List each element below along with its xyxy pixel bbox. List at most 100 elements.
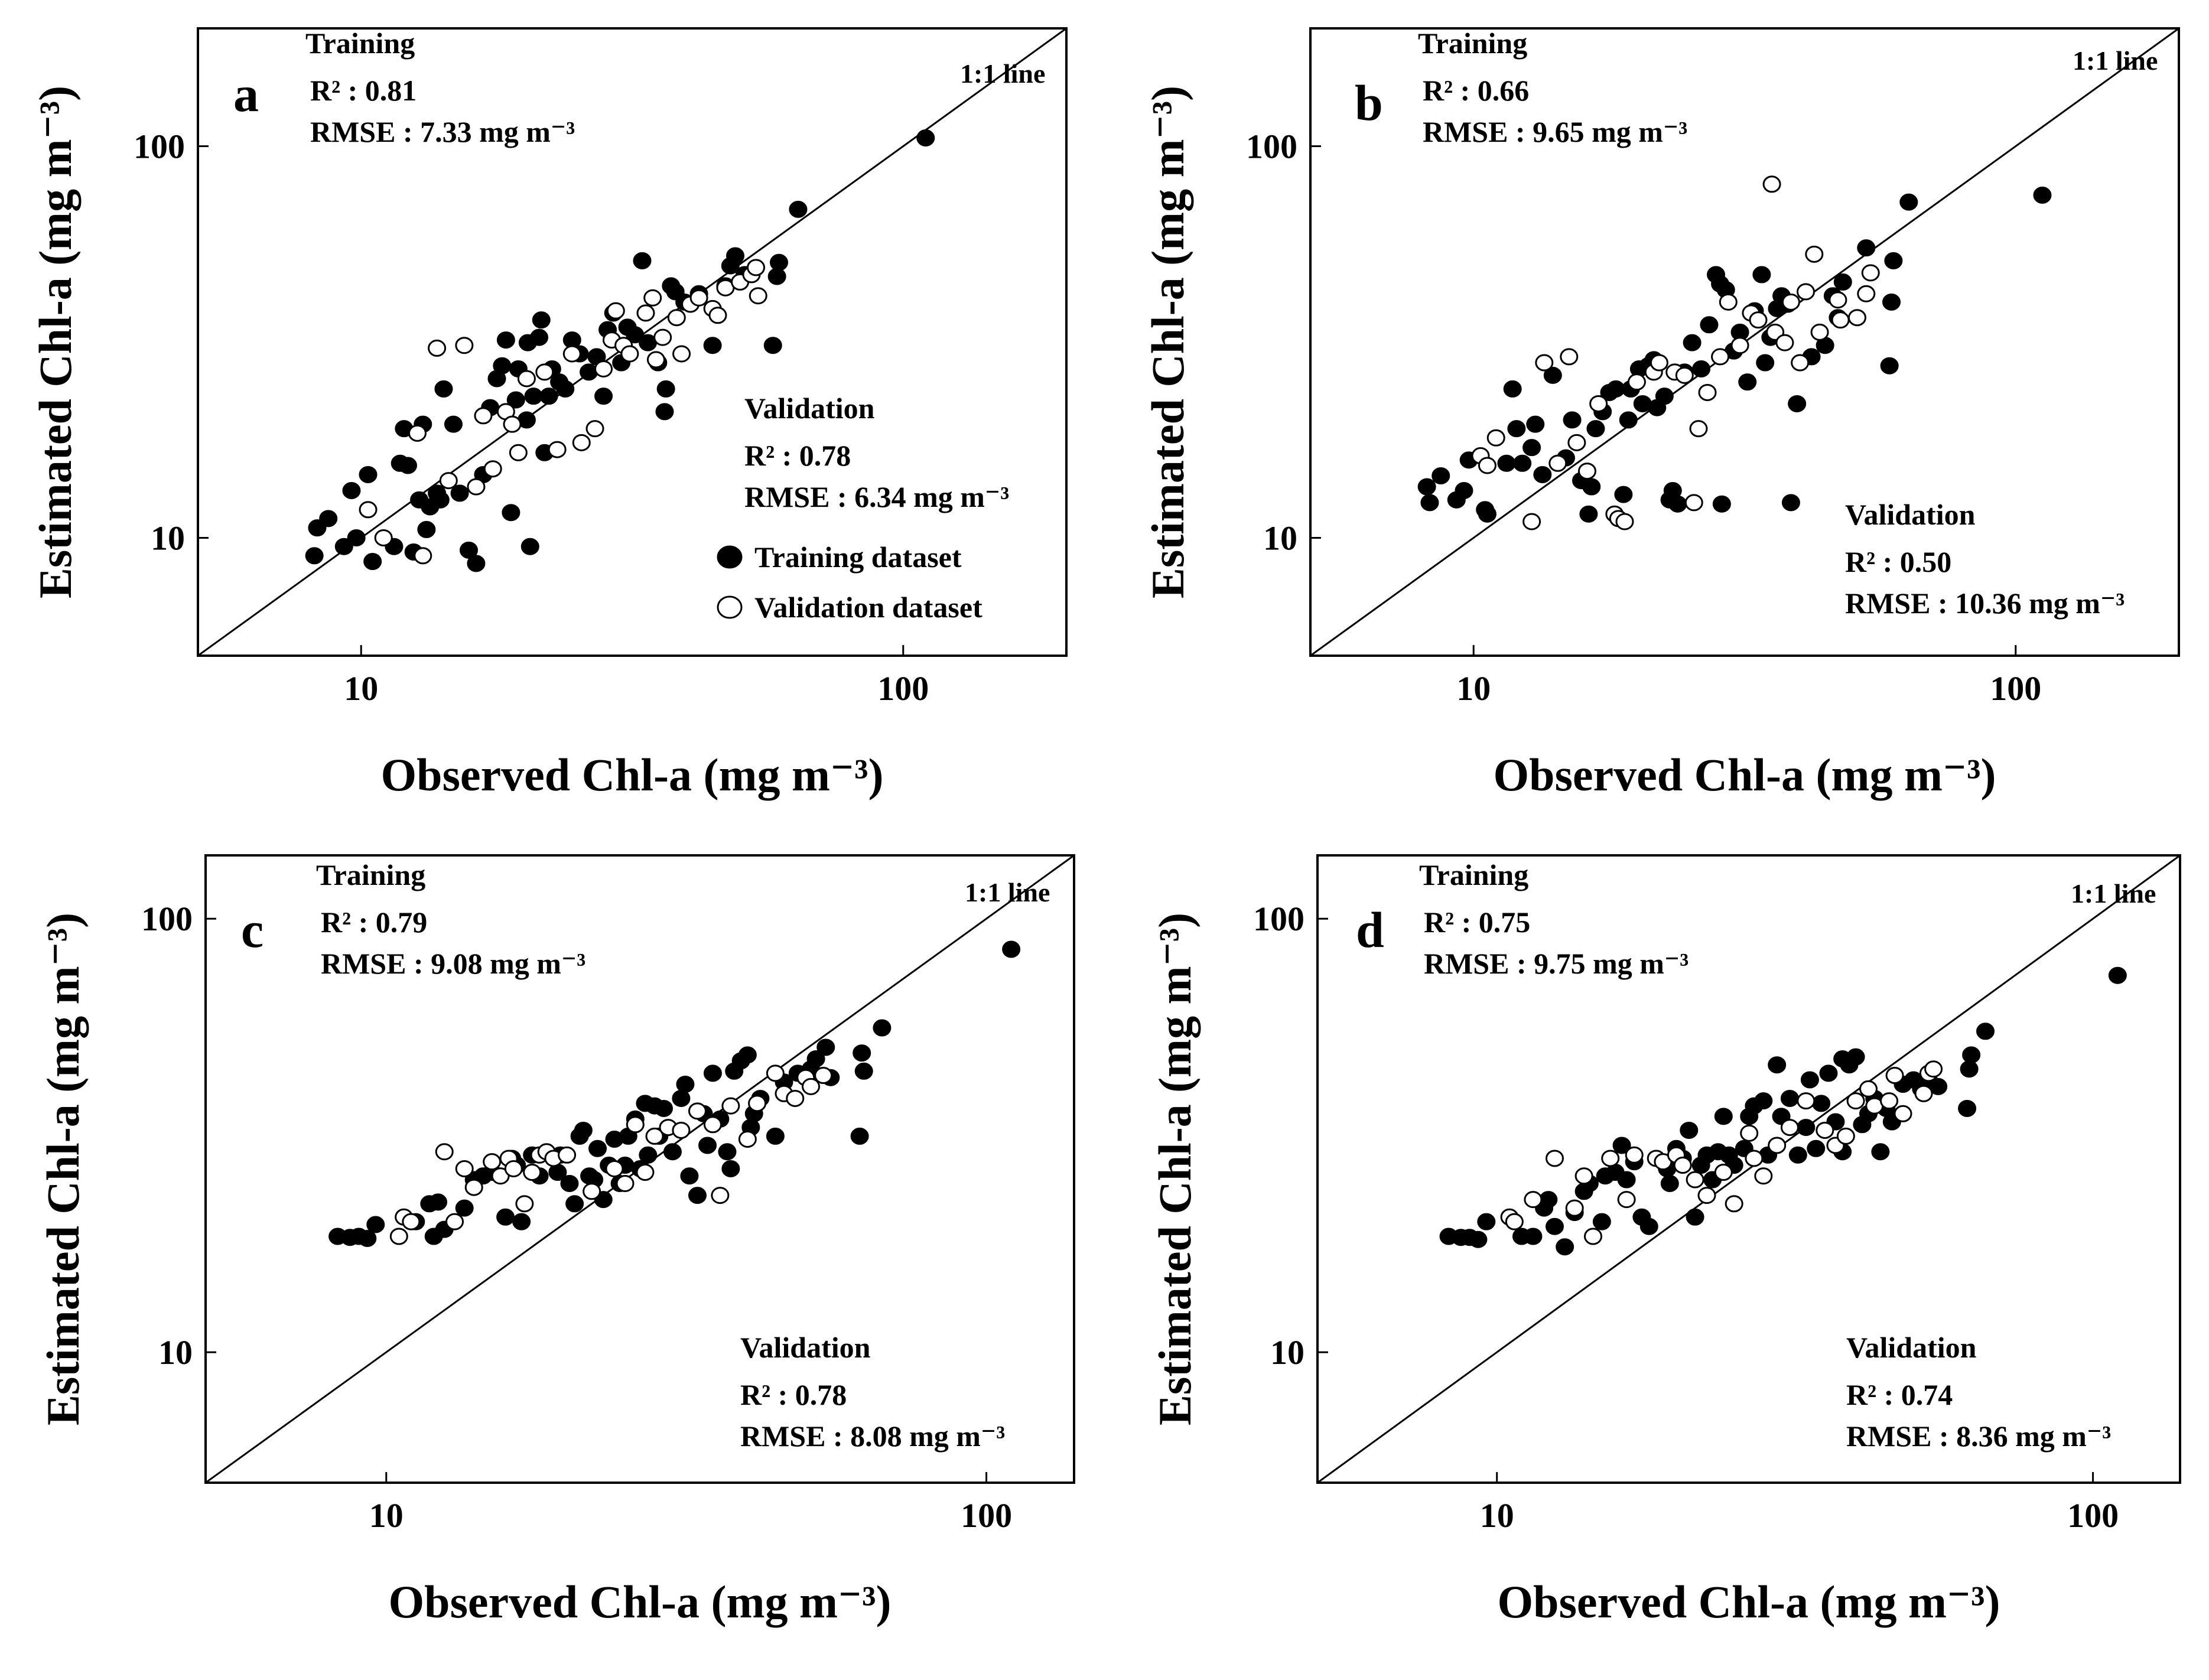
training-point [626, 326, 645, 344]
training-title: Training [1418, 27, 1527, 60]
validation-point [535, 363, 554, 381]
validation-point [1617, 1191, 1636, 1209]
validation-point [1847, 309, 1866, 327]
validation-point [711, 1187, 730, 1204]
training-point [1833, 273, 1852, 291]
training-point [1692, 360, 1711, 377]
validation-point [721, 1097, 740, 1115]
training-point [853, 1044, 871, 1062]
training-point [1780, 1089, 1799, 1107]
x-axis-title: Observed Chl-a (mg m⁻³) [381, 749, 884, 800]
validation-point [515, 1195, 534, 1213]
training-series [1439, 966, 2127, 1256]
training-rmse: RMSE : 7.33 mg m⁻³ [310, 115, 575, 148]
training-point [854, 1062, 873, 1080]
validation-point [455, 1160, 474, 1177]
training-point [688, 1187, 707, 1204]
training-point [698, 1137, 717, 1154]
validation-point [594, 360, 613, 377]
x-tick-label: 100 [2067, 1496, 2119, 1535]
validation-point [1754, 1167, 1773, 1185]
training-point [1800, 1071, 1819, 1089]
validation-point [455, 337, 474, 354]
training-point [588, 1139, 607, 1157]
training-point [1417, 478, 1436, 496]
training-point [1857, 239, 1876, 257]
validation-point [483, 460, 502, 478]
training-point [1524, 1228, 1543, 1245]
validation-point [1697, 1187, 1716, 1204]
training-point [767, 268, 786, 285]
training-title: Training [305, 27, 415, 60]
training-point [1002, 940, 1021, 958]
training-point [816, 1038, 835, 1056]
x-tick-label: 10 [1456, 669, 1491, 708]
plot-frame [1316, 854, 2181, 1484]
training-point [1592, 1213, 1611, 1230]
one-to-one-label: 1:1 line [2073, 45, 2158, 76]
training-point [520, 538, 539, 555]
training-point [1807, 1139, 1826, 1157]
validation-rmse: RMSE : 8.36 mg m⁻³ [1846, 1419, 2111, 1453]
legend: Training dataset Validation dataset [717, 541, 982, 624]
validation-point [667, 309, 686, 327]
validation-point [1584, 1228, 1603, 1245]
validation-point [1861, 264, 1880, 282]
training-point [417, 520, 436, 538]
validation-point [509, 444, 528, 461]
y-tick-label: 10 [151, 519, 185, 557]
training-point [1539, 1191, 1558, 1209]
validation-point [1711, 348, 1730, 366]
training-point [763, 337, 782, 354]
training-point [594, 388, 613, 405]
validation-point [605, 1160, 624, 1177]
x-tick-label: 100 [877, 669, 929, 708]
y-tick-label: 100 [1253, 900, 1304, 938]
training-point [512, 1213, 531, 1230]
validation-series [1471, 175, 1880, 530]
training-point [1477, 1213, 1496, 1230]
training-point [1738, 373, 1757, 391]
training-point [347, 529, 366, 546]
training-point [703, 1064, 722, 1082]
validation-point [786, 1089, 805, 1107]
validation-point [814, 1067, 833, 1085]
validation-point [1560, 348, 1579, 366]
validation-point [747, 259, 766, 276]
training-point [366, 1216, 385, 1233]
validation-r2: R² : 0.78 [744, 439, 851, 472]
validation-point [672, 1121, 691, 1139]
training-point [1871, 1143, 1890, 1161]
validation-point [643, 289, 662, 307]
training-point [524, 388, 543, 405]
training-r2: R² : 0.75 [1424, 906, 1530, 939]
panels: 10 100 10 100 Observed Chl-a (mg m⁻³) Estimat… [30, 27, 2181, 1627]
training-point [916, 129, 935, 147]
training-point [532, 311, 551, 329]
training-point [1543, 366, 1562, 384]
validation-point [688, 1102, 707, 1120]
training-point [654, 1099, 673, 1117]
validation-point [389, 1228, 408, 1245]
validation-series [1500, 1060, 1943, 1245]
validation-point [703, 1116, 722, 1134]
training-point [655, 403, 674, 421]
training-point [363, 553, 382, 571]
training-point [1683, 334, 1702, 351]
training-point [766, 1127, 785, 1145]
training-point [1812, 1095, 1831, 1112]
training-point [530, 328, 549, 346]
legend-marker-training [717, 545, 743, 569]
validation-point [1914, 1085, 1933, 1102]
panel-c: 10 100 10 100 Observed Chl-a (mg m⁻³) Estimat… [37, 854, 1075, 1627]
validation-point [467, 478, 486, 496]
training-point [1700, 316, 1719, 334]
training-point [334, 538, 353, 555]
training-point [1929, 1077, 1948, 1095]
training-point [1522, 439, 1541, 457]
validation-point [414, 547, 432, 565]
training-point [450, 484, 469, 502]
y-axis-title: Estimated Chl-a (mg m⁻³) [37, 913, 89, 1425]
training-point [398, 457, 417, 474]
validation-point [1689, 420, 1708, 438]
